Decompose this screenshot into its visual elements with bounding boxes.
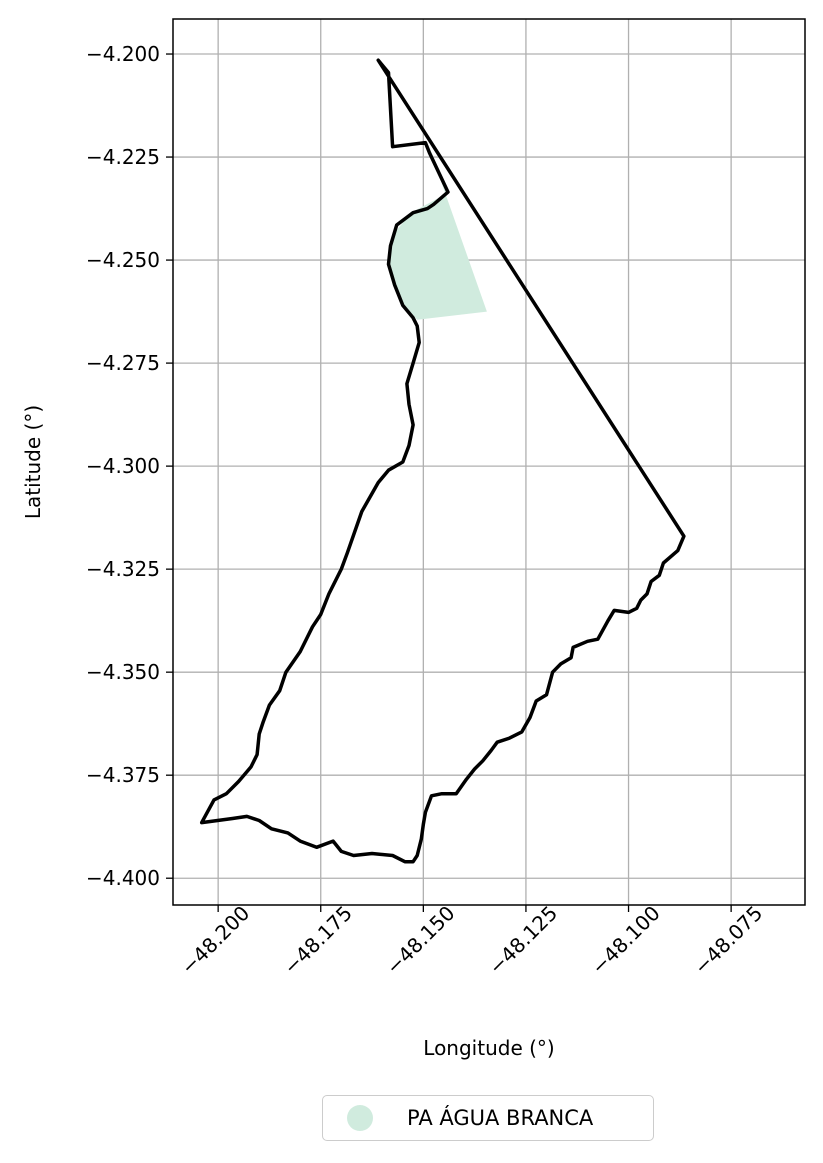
y-tick-label-8: −4.400: [86, 866, 160, 890]
y-tick-label-4: −4.300: [86, 454, 160, 478]
axes-frame: [172, 18, 806, 906]
x-tick-label-4: −48.100: [586, 901, 664, 979]
y-tick-label-2: −4.250: [86, 248, 160, 272]
y-tick-label-6: −4.350: [86, 660, 160, 684]
area-layer: [388, 142, 487, 320]
y-tick-label-0: −4.200: [86, 42, 160, 66]
x-tick-label-0: −48.200: [176, 901, 254, 979]
boundary-layer: [199, 58, 686, 864]
x-tick-label-1: −48.175: [279, 901, 357, 979]
y-axis-label: Latitude (°): [21, 405, 45, 519]
municipality-boundary: [199, 58, 686, 864]
area-polygon-0: [388, 142, 487, 320]
legend-label-pa-agua-branca: PA ÁGUA BRANCA: [407, 1106, 594, 1130]
x-axis-label: Longitude (°): [423, 1036, 554, 1060]
grid-lines: [173, 19, 805, 905]
x-tick-label-5: −48.075: [689, 901, 767, 979]
y-tick-label-3: −4.275: [86, 351, 160, 375]
tick-layer: −48.200 −48.175 −48.150 −48.125 −48.100 −48.0…: [86, 42, 767, 979]
x-tick-label-3: −48.125: [484, 901, 562, 979]
legend-marker-pa-agua-branca: [347, 1105, 373, 1131]
y-tick-label-1: −4.225: [86, 145, 160, 169]
y-tick-label-5: −4.325: [86, 557, 160, 581]
legend: PA ÁGUA BRANCA: [322, 1095, 654, 1141]
y-tick-label-7: −4.375: [86, 763, 160, 787]
x-tick-label-2: −48.150: [381, 901, 459, 979]
